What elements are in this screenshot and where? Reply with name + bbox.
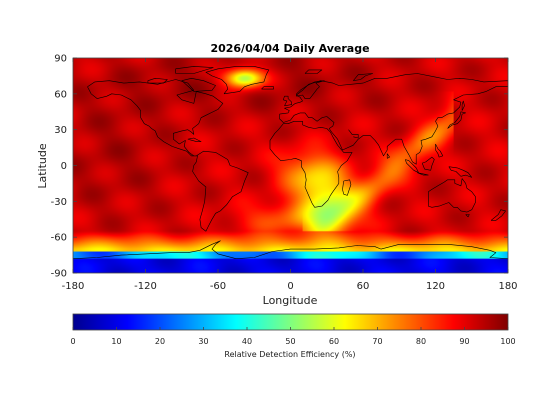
coastline-australia: [428, 178, 476, 213]
coastline-novaya-zemlya: [353, 73, 373, 81]
colorbar-ticks: 0 10 20 30 40 50 60 70 80 90 100: [70, 327, 516, 346]
coastline-cuba: [187, 137, 202, 142]
y-tick-label: 30: [54, 125, 67, 136]
x-tick-label: 180: [498, 281, 517, 292]
coastline-eurasia: [279, 73, 508, 165]
coastline-madagascar: [342, 179, 352, 196]
coastline-south-america: [192, 150, 249, 232]
colorbar-tick-label: 80: [416, 337, 426, 346]
chart-title: 2026/04/04 Daily Average: [210, 42, 369, 55]
x-axis: -180 -120 -60 0 60 120 180: [62, 58, 518, 292]
coastline-africa: [269, 121, 353, 208]
y-tick-label: 90: [54, 54, 67, 65]
heatmap-image: [73, 58, 508, 273]
colorbar-tick-label: 70: [372, 337, 382, 346]
coastline-philippines: [435, 143, 444, 158]
colorbar-tick-label: 10: [111, 337, 121, 346]
coastline-new-zealand: [490, 209, 506, 221]
x-tick-label: -60: [210, 281, 226, 292]
coastline-tasmania: [465, 214, 470, 218]
colorbar-tick-label: 20: [155, 337, 165, 346]
colorbar-tick-label: 40: [242, 337, 252, 346]
coastline-sri-lanka: [386, 153, 390, 159]
y-tick-label: 0: [61, 161, 67, 172]
coastline-japan: [447, 111, 466, 129]
colorbar-tick-label: 50: [285, 337, 295, 346]
coastline-baffin: [181, 78, 216, 92]
y-tick-label: -30: [51, 197, 67, 208]
coastline-arabia-gulf: [348, 129, 359, 139]
y-axis-label: Latitude: [36, 143, 49, 189]
coastline-uk: [283, 95, 292, 107]
colorbar-tick-label: 100: [500, 337, 515, 346]
x-tick-label: -180: [62, 281, 85, 292]
coastline-new-guinea: [448, 166, 473, 178]
coastline-iceland: [261, 86, 274, 90]
colorbar-label: Relative Detection Efficiency (%): [224, 350, 355, 359]
coastline-java: [417, 172, 429, 176]
x-axis-label: Longitude: [263, 294, 318, 307]
coastline-svalbard: [304, 69, 323, 74]
x-tick-label: 120: [426, 281, 445, 292]
y-axis: 90 60 30 0 -30 -60 -90: [51, 54, 508, 280]
coastline-scandinavia: [296, 80, 325, 99]
coastline-antarctica: [73, 240, 508, 259]
y-tick-label: -90: [51, 269, 67, 280]
coastline-victoria-island: [147, 78, 168, 84]
coastline-borneo: [421, 156, 435, 171]
x-tick-label: 60: [357, 281, 370, 292]
colorbar-tick-label: 0: [70, 337, 75, 346]
coastline-overlay: [73, 66, 508, 259]
y-tick-label: -60: [51, 233, 67, 244]
y-tick-label: 60: [54, 89, 67, 100]
x-tick-label: -120: [134, 281, 157, 292]
coastline-greenland: [205, 66, 270, 95]
colorbar-tick-label: 90: [459, 337, 469, 346]
x-tick-label: 0: [287, 281, 293, 292]
colorbar-tick-label: 30: [198, 337, 208, 346]
heatmap-area: [73, 58, 508, 273]
coastline-ellesmere: [175, 66, 214, 74]
coastline-north-america: [87, 79, 224, 157]
coastline-sakhalin: [461, 100, 465, 111]
colorbar-tick-label: 60: [329, 337, 339, 346]
